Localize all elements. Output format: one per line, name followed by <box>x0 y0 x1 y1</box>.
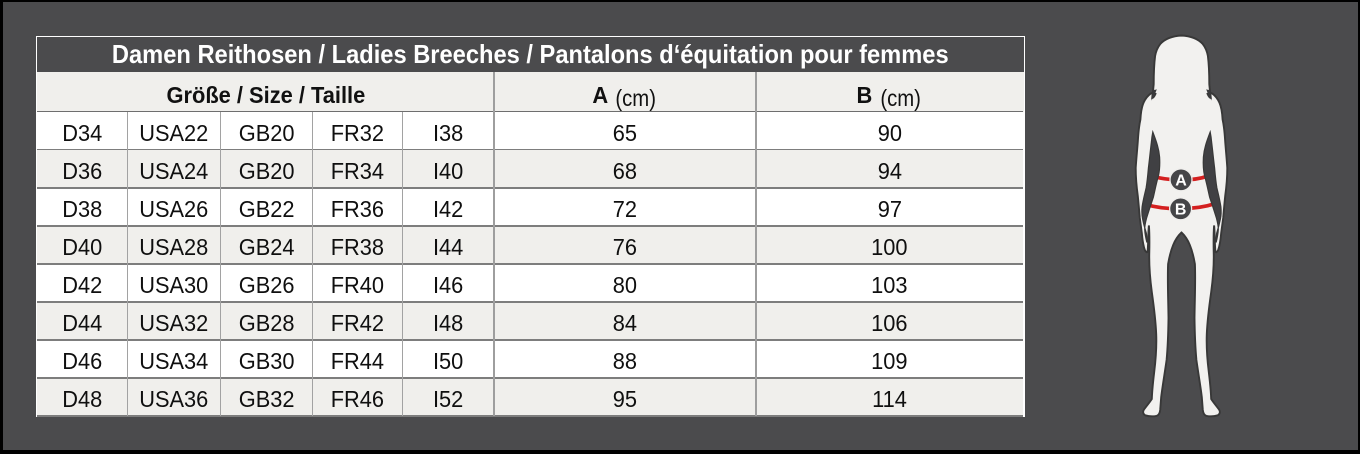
svg-text:A: A <box>1175 173 1187 190</box>
svg-text:B: B <box>1175 202 1187 219</box>
